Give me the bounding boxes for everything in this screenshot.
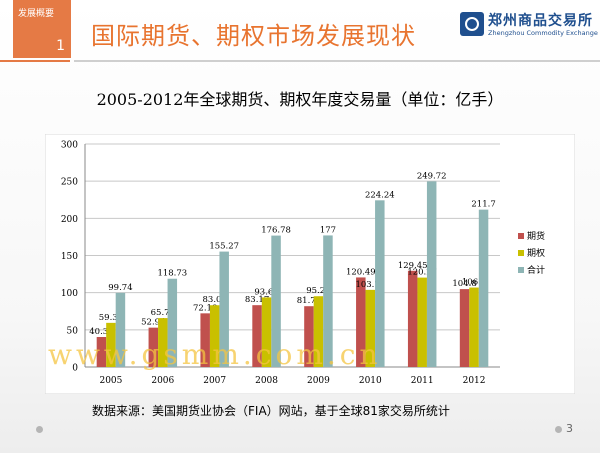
- data-label: 72.18: [193, 303, 217, 313]
- x-tick-label: 2010: [359, 376, 382, 386]
- bar-期权-2011: [417, 277, 427, 367]
- y-tick-label: 100: [61, 289, 78, 299]
- data-label: 83.17: [245, 295, 269, 305]
- section-label: 发展概要: [18, 9, 55, 19]
- x-tick-label: 2007: [203, 376, 226, 386]
- source-note: 数据来源：美国期货业协会（FIA）网站，基于全球81家交易所统计: [92, 404, 450, 418]
- data-label: 40.35: [89, 327, 113, 337]
- bar-期权-2010: [365, 289, 376, 367]
- header-divider: [74, 60, 600, 62]
- data-label: 65.79: [151, 308, 175, 318]
- data-label: 155.27: [209, 242, 239, 252]
- logo-name-cn: 郑州商品交易所: [488, 13, 593, 29]
- page-number: 3: [566, 422, 573, 435]
- bar-期货-2007: [200, 313, 210, 367]
- nav-dot-right: [555, 426, 562, 433]
- bar-期权-2007: [209, 305, 220, 367]
- legend-swatch-期权: [518, 250, 524, 256]
- bar-合计-2012: [478, 209, 489, 367]
- x-tick-label: 2009: [307, 376, 330, 386]
- data-label: 59.39: [99, 313, 123, 323]
- data-label: 104.8: [452, 279, 476, 289]
- y-tick-label: 0: [72, 364, 78, 374]
- data-label: 99.74: [108, 283, 132, 293]
- data-label: 129.45: [398, 261, 428, 271]
- x-tick-label: 2012: [463, 376, 486, 386]
- data-label: 176.78: [261, 226, 291, 236]
- data-label: 103.75: [355, 280, 385, 290]
- data-label: 52.94: [141, 318, 165, 328]
- y-tick-label: 50: [67, 326, 79, 336]
- header-accent-rule: [0, 60, 70, 62]
- watermark: www.gsmm.com.cn: [48, 338, 382, 371]
- legend-label: 合计: [527, 264, 545, 276]
- bar-期货-2010: [356, 277, 366, 367]
- data-label: 106.9: [462, 278, 486, 288]
- nav-dot-left: [36, 426, 43, 433]
- logo-name-en: Zhengzhou Commodity Exchange: [488, 29, 598, 37]
- bar-期货-2006: [148, 327, 159, 367]
- bar-期权-2008: [261, 297, 272, 367]
- bar-合计-2008: [271, 235, 281, 367]
- x-tick-label: 2008: [255, 376, 278, 386]
- bar-合计-2009: [323, 235, 333, 367]
- bar-合计-2011: [426, 181, 437, 367]
- data-label: 83.09: [203, 295, 227, 305]
- bar-期货-2005: [96, 337, 107, 367]
- bar-chart: 0 50 100 150 200 250 300 40.35 59.39 99.74 2005 52.…: [45, 134, 575, 394]
- bar-期权-2005: [106, 322, 116, 367]
- legend-label: 期权: [527, 247, 545, 259]
- bar-期权-2012: [469, 287, 479, 367]
- data-label: 224.24: [365, 190, 395, 200]
- data-label: 120.27: [407, 268, 437, 278]
- chart-container: 0 50 100 150 200 250 300 40.35 59.39 99.74 2005 52.…: [45, 134, 575, 394]
- bar-合计-2007: [219, 251, 229, 367]
- data-label: 120.49: [346, 267, 376, 277]
- legend-swatch-期货: [518, 233, 524, 239]
- x-tick-label: 2005: [99, 376, 122, 386]
- bar-合计-2006: [167, 278, 178, 367]
- section-number: 1: [56, 38, 65, 54]
- x-tick-label: 2011: [411, 376, 434, 386]
- data-label: 177: [320, 225, 336, 235]
- exchange-logo: 郑州商品交易所 Zhengzhou Commodity Exchange: [460, 8, 598, 48]
- bar-期货-2008: [252, 305, 262, 367]
- bar-合计-2005: [115, 292, 126, 367]
- bar-期货-2012: [459, 289, 470, 367]
- data-label: 211.7: [471, 200, 495, 210]
- data-label: 81.79: [297, 296, 321, 306]
- y-tick-label: 200: [61, 215, 78, 225]
- data-label: 118.73: [157, 269, 187, 279]
- bar-期权-2006: [158, 318, 168, 367]
- data-label: 95.21: [306, 286, 330, 296]
- bar-合计-2010: [375, 200, 385, 367]
- legend-label: 期货: [527, 230, 545, 242]
- y-tick-label: 150: [61, 252, 78, 262]
- data-label: 93.61: [254, 287, 278, 297]
- bar-期货-2009: [304, 306, 314, 367]
- data-label: 249.72: [417, 171, 447, 181]
- bar-期货-2011: [407, 270, 418, 367]
- bar-期权-2009: [313, 296, 324, 367]
- legend-swatch-合计: [518, 267, 524, 273]
- slide-title: 国际期货、期权市场发展现状: [91, 22, 416, 50]
- logo-mark-icon: [460, 12, 484, 36]
- y-tick-label: 300: [61, 141, 78, 151]
- chart-heading: 2005-2012年全球期货、期权年度交易量（单位：亿手）: [96, 90, 504, 109]
- section-badge: 发展概要 1: [13, 0, 71, 58]
- x-tick-label: 2006: [151, 376, 174, 386]
- y-tick-label: 250: [61, 178, 78, 188]
